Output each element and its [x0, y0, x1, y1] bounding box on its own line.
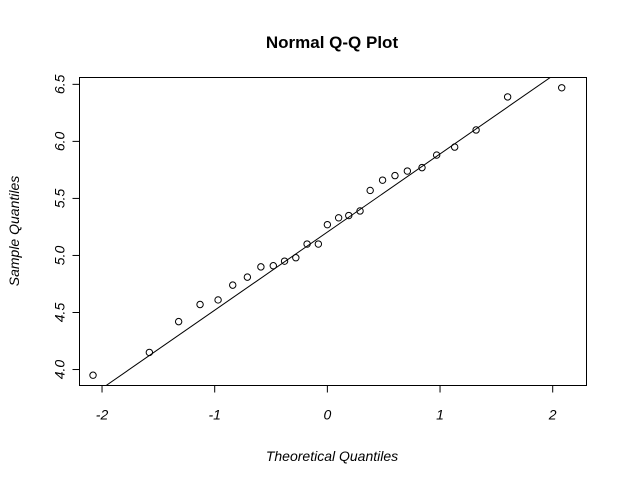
sample-point	[366, 186, 374, 195]
sample-point	[334, 214, 343, 222]
sample-point	[378, 176, 387, 184]
plot-frame	[79, 77, 587, 386]
sample-point	[432, 151, 441, 159]
sample-point	[503, 93, 512, 101]
x-tick-label: -1	[208, 407, 220, 423]
x-axis: -2 -1 0 1 2	[96, 385, 557, 423]
y-tick-label: 5.5	[52, 188, 68, 208]
sample-point	[403, 167, 412, 175]
sample-point	[174, 317, 183, 326]
sample-point	[214, 296, 222, 304]
sample-point	[280, 257, 289, 265]
sample-point	[145, 348, 154, 357]
x-tick-label: 1	[436, 407, 444, 423]
x-tick-label: 0	[323, 407, 331, 423]
x-tick-label: -2	[96, 407, 109, 423]
sample-point	[292, 254, 300, 262]
y-axis-label: Sample Quantiles	[6, 176, 22, 287]
sample-point	[472, 126, 480, 134]
sample-point	[257, 263, 265, 271]
sample-point	[450, 143, 459, 151]
sample-point	[89, 371, 97, 379]
sample-point	[196, 300, 204, 309]
sample-point	[303, 240, 311, 248]
x-tick-label: 2	[548, 407, 557, 423]
x-axis-label: Theoretical Quantiles	[266, 448, 398, 464]
sample-point	[558, 84, 566, 92]
sample-point	[314, 240, 323, 248]
chart-title: Normal Q-Q Plot	[266, 33, 399, 52]
sample-point	[356, 207, 364, 215]
y-tick-label: 4.0	[52, 360, 68, 380]
sample-point	[243, 273, 252, 281]
sample-point	[229, 281, 237, 289]
y-tick-label: 5.0	[52, 246, 68, 266]
sample-point	[391, 171, 399, 180]
sample-point	[345, 211, 353, 220]
y-axis: 4.0 4.5 5.0 5.5 6.0 6.5	[52, 74, 80, 379]
sample-point	[323, 220, 332, 229]
sample-point	[418, 163, 426, 172]
y-tick-label: 6.0	[52, 131, 68, 151]
y-tick-label: 4.5	[52, 303, 68, 323]
sample-point	[269, 262, 277, 270]
y-tick-label: 6.5	[52, 74, 68, 94]
